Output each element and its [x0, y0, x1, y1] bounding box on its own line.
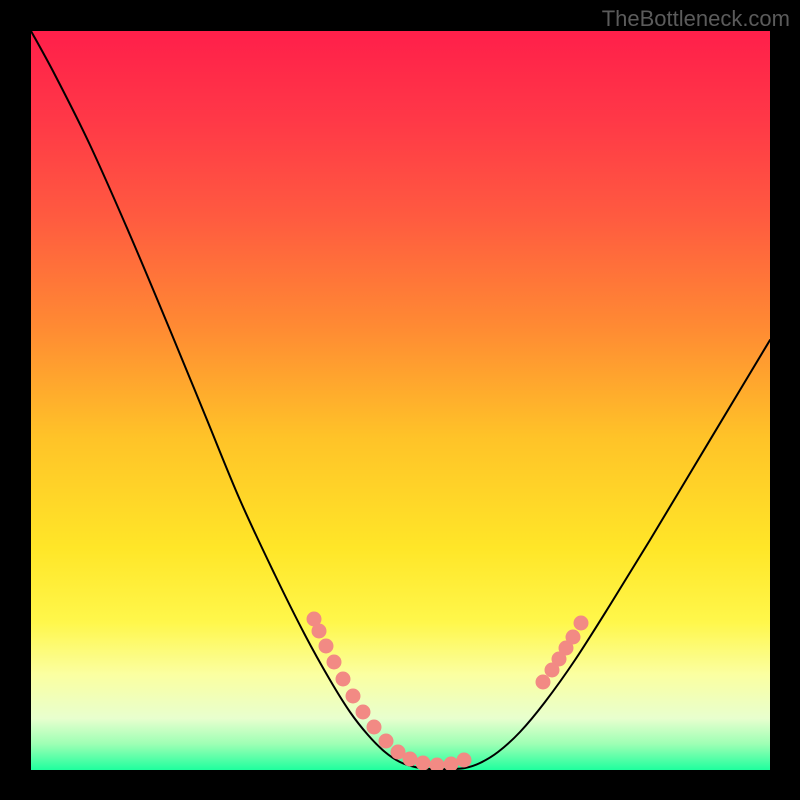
marker-dot: [574, 616, 588, 630]
marker-dot: [356, 705, 370, 719]
marker-dot: [566, 630, 580, 644]
marker-dot: [367, 720, 381, 734]
watermark-text: TheBottleneck.com: [602, 6, 790, 32]
marker-dot: [430, 758, 444, 770]
marker-dot: [444, 757, 458, 770]
marker-dot: [312, 624, 326, 638]
marker-dot: [346, 689, 360, 703]
bottleneck-plot: [31, 31, 770, 770]
marker-dot: [457, 753, 471, 767]
marker-dot: [336, 672, 350, 686]
chart-frame: TheBottleneck.com: [0, 0, 800, 800]
marker-dot: [403, 752, 417, 766]
marker-dot: [319, 639, 333, 653]
marker-dot: [416, 756, 430, 770]
marker-dot: [536, 675, 550, 689]
marker-dot: [379, 734, 393, 748]
gradient-background: [31, 31, 770, 770]
marker-dot: [327, 655, 341, 669]
